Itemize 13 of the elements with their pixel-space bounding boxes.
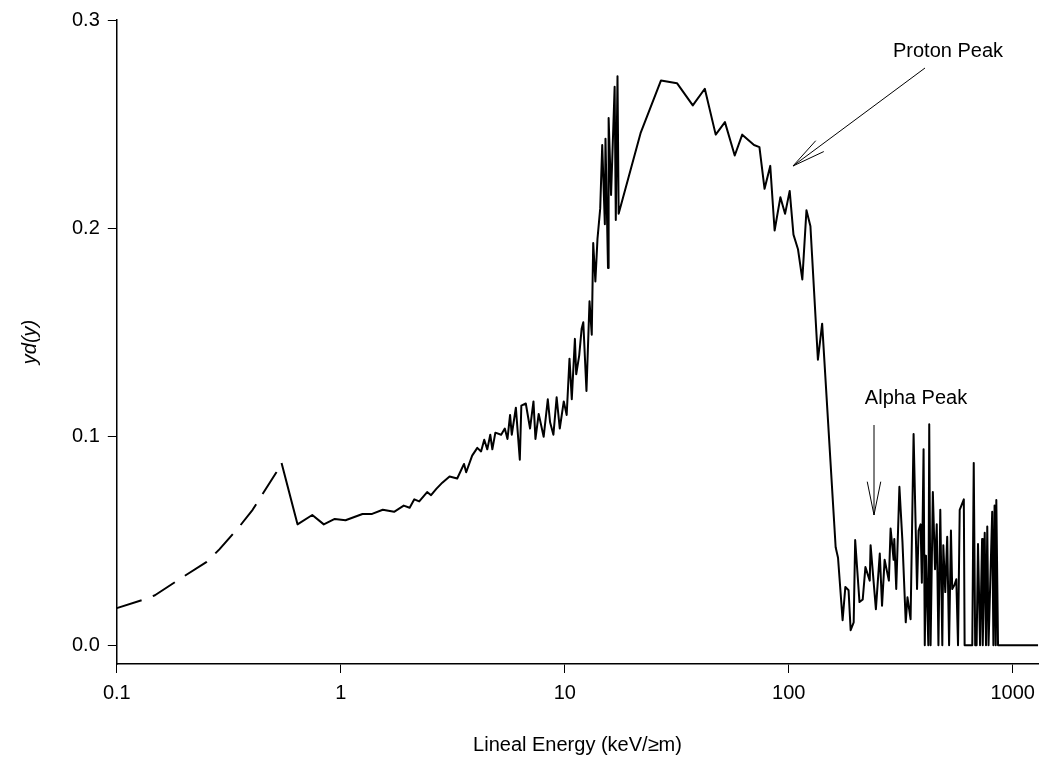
x-tick-label: 1000 (990, 680, 1035, 703)
x-tick-label: 1 (335, 680, 347, 703)
annotation: Proton Peak (892, 39, 1004, 61)
y-tick-label: 0.1 (71, 424, 100, 447)
y-tick-label: 0.0 (71, 632, 100, 655)
x-tick-label: 100 (772, 680, 806, 703)
y-tick-label: 0.2 (71, 215, 100, 238)
x-axis-title: Lineal Energy (keV/≥m) (473, 732, 682, 755)
x-tick-label: 0.1 (102, 680, 131, 703)
annotation: Alpha Peak (864, 386, 968, 408)
y-tick-label: 0.3 (71, 7, 100, 30)
x-tick-label: 10 (553, 680, 576, 703)
y-axis-title: yd(y) (17, 319, 40, 367)
